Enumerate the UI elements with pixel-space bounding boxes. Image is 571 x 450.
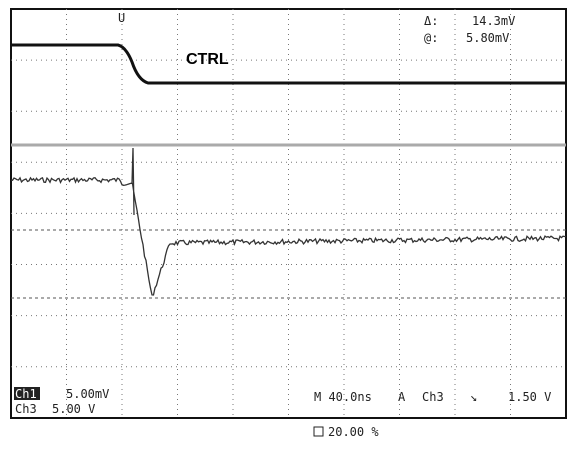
horizontal-scale: M 40.0ns bbox=[314, 390, 372, 404]
position: 20.00 % bbox=[328, 425, 379, 439]
channel-name: Ch1 bbox=[15, 387, 37, 401]
page: U Δ: 14.3mV @: 5.80mV CTRL Ch1 5.00mV Ch… bbox=[0, 0, 571, 450]
screen-frame bbox=[11, 9, 566, 418]
at-label: @: bbox=[424, 31, 438, 45]
trigger-marker: U bbox=[118, 11, 125, 25]
trigger-level: 1.50 V bbox=[508, 390, 551, 404]
channel-scale: 5.00 V bbox=[52, 402, 95, 416]
trace-label: CTRL bbox=[186, 51, 229, 68]
position-icon bbox=[314, 427, 323, 436]
at-value: 5.80mV bbox=[466, 31, 509, 45]
delta-value: 14.3mV bbox=[472, 14, 515, 28]
scope-screen: U Δ: 14.3mV @: 5.80mV CTRL Ch1 5.00mV Ch… bbox=[0, 0, 571, 450]
channel-scale: 5.00mV bbox=[66, 387, 109, 401]
trigger-source: Ch3 bbox=[422, 390, 444, 404]
delta-label: Δ: bbox=[424, 14, 438, 28]
trigger-mode: A bbox=[398, 390, 406, 404]
trigger-slope: ↘ bbox=[470, 390, 477, 404]
channel-name: Ch3 bbox=[15, 402, 37, 416]
